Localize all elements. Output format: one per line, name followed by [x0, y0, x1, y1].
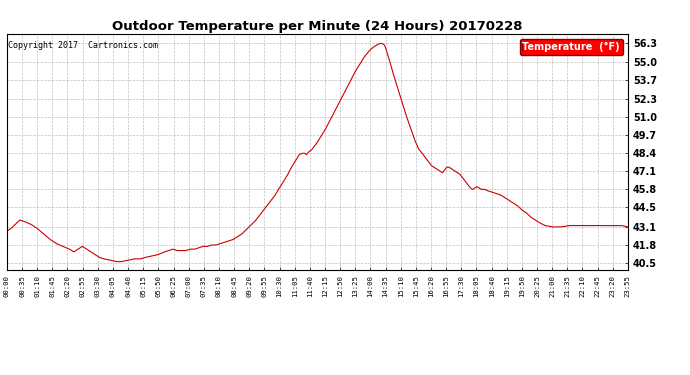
Text: Copyright 2017  Cartronics.com: Copyright 2017 Cartronics.com [8, 41, 158, 50]
Title: Outdoor Temperature per Minute (24 Hours) 20170228: Outdoor Temperature per Minute (24 Hours… [112, 20, 522, 33]
Legend: Temperature  (°F): Temperature (°F) [520, 39, 623, 55]
